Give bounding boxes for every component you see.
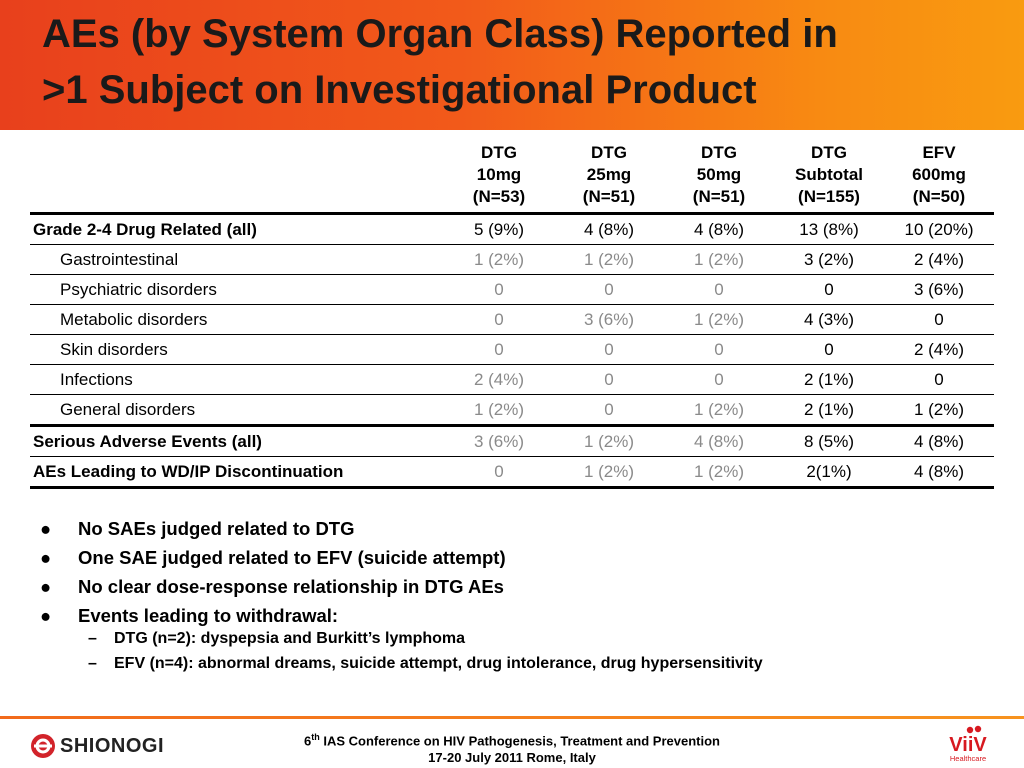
adverse-events-table: DTG 10mg (N=53) DTG 25mg (N=51) DTG 50mg (N=51… xyxy=(30,142,994,489)
table-cell: 0 xyxy=(774,334,884,365)
bullet-item: ● No SAEs judged related to DTG xyxy=(40,514,506,543)
title-banner: AEs (by System Organ Class) Reported in … xyxy=(0,0,1024,130)
column-header-efv-600mg: EFV 600mg (N=50) xyxy=(912,143,966,206)
table-cell: 1 (2%) xyxy=(664,456,774,489)
bullet-icon: ● xyxy=(40,605,52,626)
slide-title-line1: AEs (by System Organ Class) Reported in xyxy=(42,12,838,56)
table-cell: 3 (6%) xyxy=(554,304,664,335)
table-cell: 0 xyxy=(444,334,554,365)
table-cell: 1 (2%) xyxy=(554,456,664,489)
column-header-dtg-25mg: DTG 25mg (N=51) xyxy=(582,143,636,206)
table-row: AEs Leading to WD/IP Discontinuation 0 1… xyxy=(30,456,994,489)
row-label: Infections xyxy=(30,364,444,395)
table-cell: 0 xyxy=(554,334,664,365)
table-cell: 0 xyxy=(774,274,884,305)
table-cell: 1 (2%) xyxy=(664,304,774,335)
table-cell: 0 xyxy=(554,364,664,395)
row-label: Gastrointestinal xyxy=(30,244,444,275)
table-cell: 0 xyxy=(444,274,554,305)
table-header-row: DTG 10mg (N=53) DTG 25mg (N=51) DTG 50mg (N=51… xyxy=(30,142,994,214)
footer-line1: 6th IAS Conference on HIV Pathogenesis, … xyxy=(304,732,720,749)
table-row: Infections 2 (4%) 0 0 2 (1%) 0 xyxy=(30,364,994,395)
row-label: Skin disorders xyxy=(30,334,444,365)
row-label: Serious Adverse Events (all) xyxy=(30,425,444,457)
header-blank xyxy=(30,142,444,214)
table-cell: 2 (4%) xyxy=(884,244,994,275)
table-cell: 2 (1%) xyxy=(774,394,884,427)
table-row: Gastrointestinal 1 (2%) 1 (2%) 1 (2%) 3 … xyxy=(30,244,994,275)
column-header-dtg-50mg: DTG 50mg (N=51) xyxy=(692,143,746,206)
table-row: Grade 2-4 Drug Related (all) 5 (9%) 4 (8… xyxy=(30,213,994,245)
dash-icon: – xyxy=(88,655,97,672)
table-cell: 0 xyxy=(664,334,774,365)
table-cell: 4 (8%) xyxy=(664,213,774,245)
conference-footer: 6th IAS Conference on HIV Pathogenesis, … xyxy=(0,729,1024,766)
row-label: Grade 2-4 Drug Related (all) xyxy=(30,213,444,245)
table-row: Skin disorders 0 0 0 0 2 (4%) xyxy=(30,334,994,365)
table-cell: 3 (6%) xyxy=(444,425,554,457)
table-cell: 1 (2%) xyxy=(554,244,664,275)
row-label: Psychiatric disorders xyxy=(30,274,444,305)
summary-bullet-list: ● No SAEs judged related to DTG ● One SAE … xyxy=(40,514,506,630)
slide-title: AEs (by System Organ Class) Reported in … xyxy=(42,6,838,118)
table-row: Psychiatric disorders 0 0 0 0 3 (6%) xyxy=(30,274,994,305)
shionogi-logo-text: SHIONOGI xyxy=(60,734,165,757)
slide-title-line2: >1 Subject on Investigational Product xyxy=(42,68,757,112)
bullet-icon: ● xyxy=(40,576,52,597)
bullet-item: ● One SAE judged related to EFV (suicide … xyxy=(40,543,506,572)
table-cell: 4 (8%) xyxy=(554,213,664,245)
table-cell: 0 xyxy=(884,364,994,395)
table-row: Metabolic disorders 0 3 (6%) 1 (2%) 4 (3… xyxy=(30,304,994,335)
table-cell: 0 xyxy=(664,274,774,305)
bullet-item: ● No clear dose-response relationship in … xyxy=(40,572,506,601)
table-cell: 2 (1%) xyxy=(774,364,884,395)
table-cell: 1 (2%) xyxy=(884,394,994,427)
table-cell: 2(1%) xyxy=(774,456,884,489)
table-cell: 0 xyxy=(554,394,664,427)
table-cell: 13 (8%) xyxy=(774,213,884,245)
viiv-logo-text: ViiV xyxy=(949,734,987,756)
column-header-dtg-10mg: DTG 10mg (N=53) xyxy=(472,143,526,206)
table-cell: 10 (20%) xyxy=(884,213,994,245)
table-cell: 1 (2%) xyxy=(444,244,554,275)
bullet-icon: ● xyxy=(40,547,52,568)
table-cell: 1 (2%) xyxy=(554,425,664,457)
table-cell: 4 (8%) xyxy=(664,425,774,457)
table-cell: 4 (3%) xyxy=(774,304,884,335)
viiv-logo: ViiV Healthcare xyxy=(949,725,987,763)
table-cell: 3 (6%) xyxy=(884,274,994,305)
row-label: Metabolic disorders xyxy=(30,304,444,335)
shionogi-logo: SHIONOGI xyxy=(30,733,164,759)
table-cell: 2 (4%) xyxy=(884,334,994,365)
withdrawal-sub-list: – DTG (n=2): dyspepsia and Burkitt’s lymp… xyxy=(88,626,763,676)
table-cell: 0 xyxy=(554,274,664,305)
bullet-icon: ● xyxy=(40,518,52,539)
row-label: General disorders xyxy=(30,394,444,427)
row-label: AEs Leading to WD/IP Discontinuation xyxy=(30,456,444,489)
bullet-item: ● Events leading to withdrawal: xyxy=(40,601,506,630)
table-row: Serious Adverse Events (all) 3 (6%) 1 (2… xyxy=(30,425,994,457)
table-cell: 0 xyxy=(444,304,554,335)
table-cell: 5 (9%) xyxy=(444,213,554,245)
table-cell: 0 xyxy=(664,364,774,395)
table-cell: 0 xyxy=(884,304,994,335)
sub-bullet-item: – DTG (n=2): dyspepsia and Burkitt’s lymp… xyxy=(88,626,763,651)
column-header-dtg-subtotal: DTG Subtotal (N=155) xyxy=(795,143,863,206)
footer-line2: 17-20 July 2011 Rome, Italy xyxy=(428,750,596,766)
table-cell: 8 (5%) xyxy=(774,425,884,457)
table-cell: 4 (8%) xyxy=(884,425,994,457)
viiv-logo-subtext: Healthcare xyxy=(950,754,986,763)
table-row: General disorders 1 (2%) 0 1 (2%) 2 (1%)… xyxy=(30,394,994,427)
table-cell: 1 (2%) xyxy=(664,394,774,427)
footer-divider xyxy=(0,716,1024,719)
shionogi-emblem-icon xyxy=(31,734,55,758)
sub-bullet-item: – EFV (n=4): abnormal dreams, suicide att… xyxy=(88,651,763,676)
table-cell: 1 (2%) xyxy=(444,394,554,427)
table-cell: 0 xyxy=(444,456,554,489)
table-cell: 2 (4%) xyxy=(444,364,554,395)
dash-icon: – xyxy=(88,630,97,647)
table-cell: 3 (2%) xyxy=(774,244,884,275)
table-cell: 1 (2%) xyxy=(664,244,774,275)
table-cell: 4 (8%) xyxy=(884,456,994,489)
